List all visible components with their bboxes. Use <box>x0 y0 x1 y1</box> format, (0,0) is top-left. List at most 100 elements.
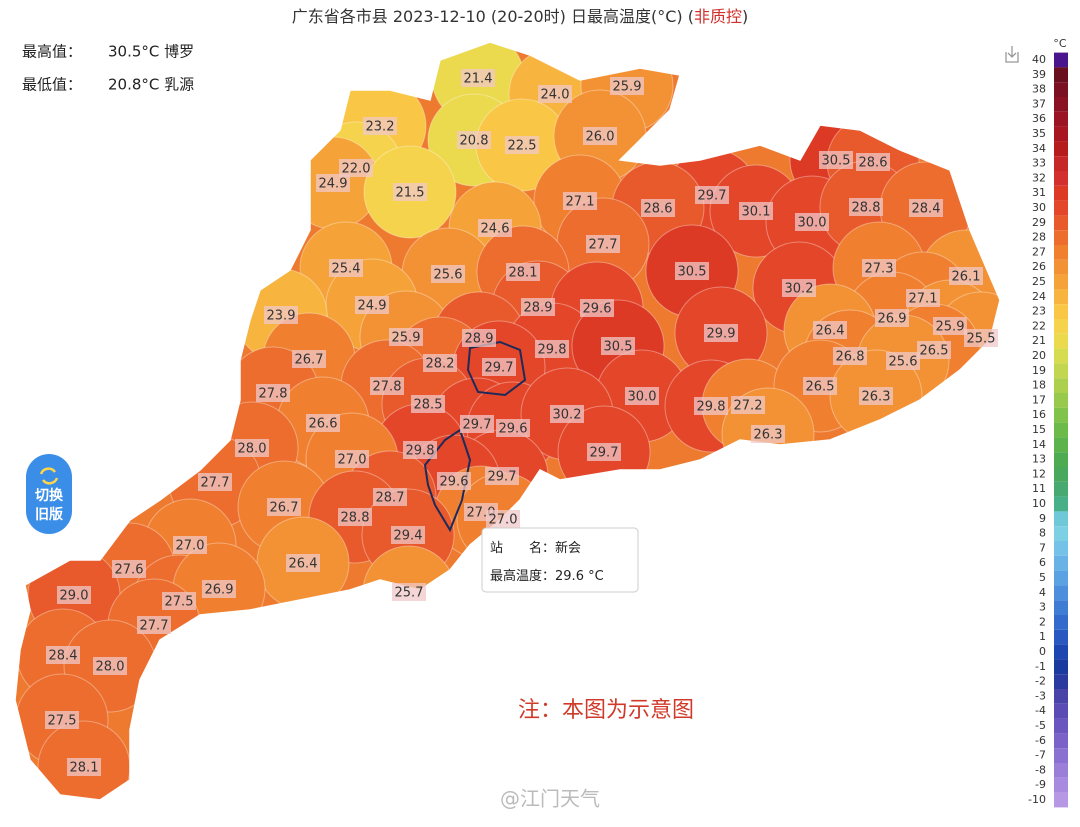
temperature-label: 29.7 <box>698 189 727 204</box>
label-bg <box>964 329 998 347</box>
label-bg <box>198 473 232 491</box>
legend-swatch <box>1054 570 1068 586</box>
label-bg <box>695 186 729 204</box>
legend-swatch <box>1054 319 1068 334</box>
label-bg <box>235 439 269 457</box>
legend-tick-label: -4 <box>1035 704 1046 717</box>
stat-value: 20.8°C 乳源 <box>108 76 194 94</box>
label-bg <box>389 328 423 346</box>
label-bg <box>363 117 397 135</box>
label-bg <box>486 510 520 528</box>
label-bg <box>505 136 539 154</box>
label-bg <box>862 259 896 277</box>
label-bg <box>112 560 146 578</box>
temperature-label: 29.8 <box>697 400 726 415</box>
temperature-label: 27.6 <box>115 563 144 578</box>
label-bg <box>392 583 426 601</box>
label-bg <box>264 306 298 324</box>
legend-swatch <box>1054 496 1068 512</box>
label-bg <box>137 616 171 634</box>
legend-tick-label: 32 <box>1032 171 1046 184</box>
legend-swatch <box>1054 437 1068 453</box>
legend-swatch <box>1054 467 1068 482</box>
temperature-label: 27.8 <box>373 380 402 395</box>
legend-tick-label: 28 <box>1032 231 1046 244</box>
legend-tick-label: 33 <box>1032 157 1046 170</box>
label-bg <box>339 159 373 177</box>
legend-tick-label: 36 <box>1032 112 1046 125</box>
button-bg[interactable] <box>26 454 72 534</box>
switch-button[interactable]: 切换 旧版 <box>26 454 72 534</box>
label-bg <box>45 711 79 729</box>
legend-tick-label: 18 <box>1032 379 1046 392</box>
temperature-label: 27.1 <box>909 292 938 307</box>
label-bg <box>355 296 389 314</box>
download-icon[interactable] <box>1005 46 1019 63</box>
temperature-label: 25.5 <box>967 332 996 347</box>
label-bg <box>849 198 883 216</box>
label-bg <box>550 405 584 423</box>
label-bg <box>521 298 555 316</box>
legend-swatch <box>1054 274 1068 290</box>
label-bg <box>370 377 404 395</box>
legend-tick-label: 31 <box>1032 186 1046 199</box>
title: 广东省各市县 2023-12-10 (20-20时) 日最高温度(°C) (非质… <box>292 7 748 26</box>
label-bg <box>813 321 847 339</box>
legend-tick-label: 35 <box>1032 127 1046 140</box>
temperature-label: 29.6 <box>499 422 528 437</box>
legend-tick-label: -8 <box>1035 763 1046 776</box>
button-text[interactable]: 旧版 <box>35 506 63 523</box>
legend-swatch <box>1054 378 1068 393</box>
label-bg <box>391 526 425 544</box>
legend-tick-label: -2 <box>1035 675 1046 688</box>
temperature-label: 30.0 <box>798 216 827 231</box>
temperature-label: 26.0 <box>586 130 615 145</box>
temperature-label: 27.7 <box>140 619 169 634</box>
legend-tick-label: 9 <box>1039 512 1046 525</box>
legend-swatch <box>1054 689 1068 704</box>
legend-swatch <box>1054 585 1068 601</box>
legend-tick-label: 6 <box>1039 556 1046 569</box>
temperature-label: 28.9 <box>465 332 494 347</box>
label-bg <box>482 358 516 376</box>
tooltip-label: 最高温度： <box>490 568 555 584</box>
temperature-label: 27.8 <box>259 387 288 402</box>
temperature-label: 25.6 <box>434 268 463 283</box>
temperature-label: 26.5 <box>806 380 835 395</box>
temperature-label: 27.0 <box>338 453 367 468</box>
temperature-label: 27.0 <box>489 513 518 528</box>
legend-tick-label: 13 <box>1032 453 1046 466</box>
legend-tick-label: 3 <box>1039 601 1046 614</box>
temperature-label: 25.7 <box>395 586 424 601</box>
legend-swatch <box>1054 763 1068 778</box>
label-bg <box>933 317 967 335</box>
legend-swatch <box>1054 200 1068 216</box>
label-bg <box>403 441 437 459</box>
legend-swatch <box>1054 215 1068 231</box>
legend-swatch <box>1054 526 1068 541</box>
label-bg <box>856 153 890 171</box>
legend-swatch <box>1054 52 1068 68</box>
label-bg <box>586 235 620 253</box>
label-bg <box>731 396 765 414</box>
legend-swatch <box>1054 615 1068 630</box>
legend-swatch <box>1054 481 1068 497</box>
temperature-label: 29.0 <box>60 589 89 604</box>
legend-swatch <box>1054 792 1068 808</box>
temperature-label: 26.9 <box>205 583 234 598</box>
legend-tick-label: -1 <box>1035 660 1046 673</box>
temperature-label: 22.5 <box>508 139 537 154</box>
temperature-label: 26.8 <box>836 350 865 365</box>
temperature-label: 29.9 <box>707 327 736 342</box>
tooltip-text: 最高温度：29.6 °C <box>490 568 604 584</box>
button-text[interactable]: 切换 <box>35 487 64 504</box>
temperature-label: 29.7 <box>463 418 492 433</box>
temperature-label: 25.9 <box>392 331 421 346</box>
temperature-label: 29.6 <box>583 302 612 317</box>
legend-tick-label: 15 <box>1032 423 1046 436</box>
legend-swatch <box>1054 245 1068 260</box>
tooltip-value: 新会 <box>555 540 581 556</box>
temperature-label: 29.8 <box>406 444 435 459</box>
temperature-label: 28.1 <box>509 266 538 281</box>
